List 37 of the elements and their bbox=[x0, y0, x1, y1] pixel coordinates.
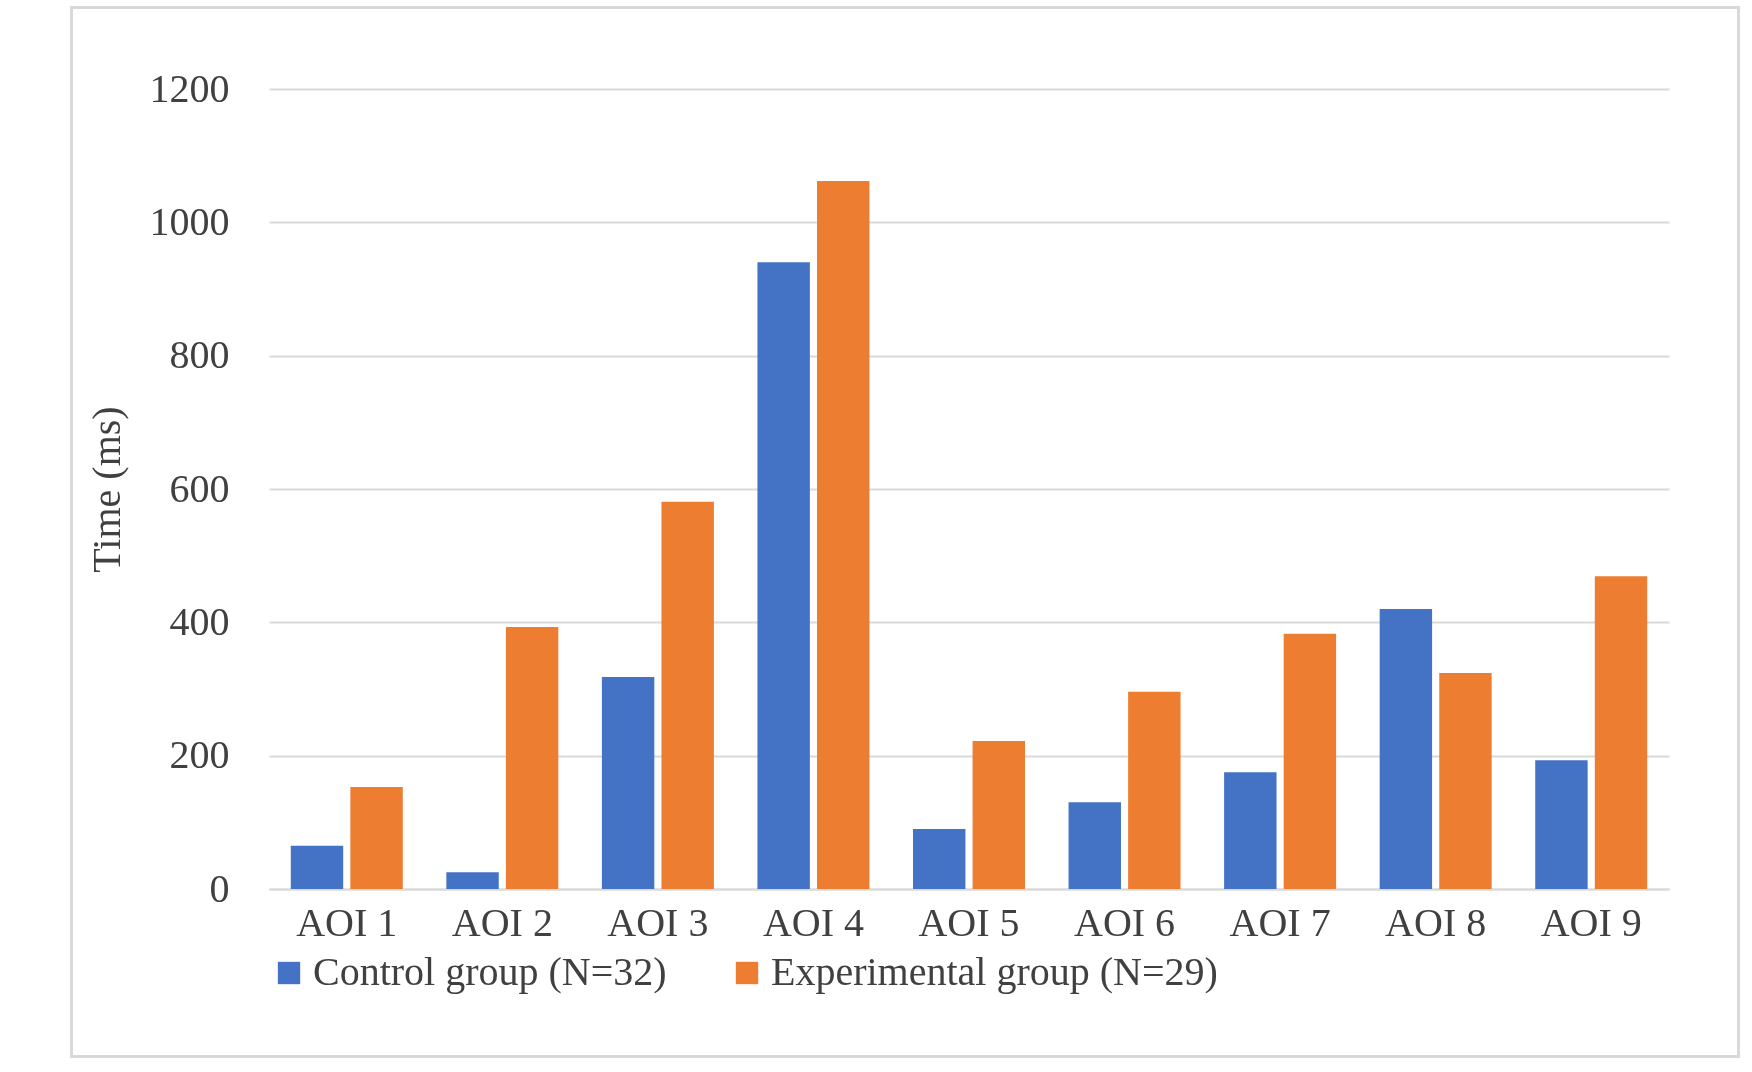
y-tick-label: 1200 bbox=[149, 65, 230, 111]
y-tick-label: 200 bbox=[169, 732, 230, 778]
bar bbox=[1283, 633, 1337, 889]
bar bbox=[290, 845, 344, 889]
y-tick-label: 0 bbox=[209, 865, 230, 911]
bar bbox=[661, 501, 714, 889]
x-tick-label: AOI 9 bbox=[1540, 899, 1642, 945]
bar bbox=[1439, 673, 1492, 889]
bar bbox=[1535, 760, 1588, 889]
bar bbox=[1379, 609, 1433, 889]
x-tick-label: AOI 8 bbox=[1385, 899, 1487, 945]
bar bbox=[817, 181, 870, 889]
bar bbox=[913, 829, 966, 889]
bar bbox=[350, 787, 403, 889]
legend-label: Experimental group (N=29) bbox=[771, 949, 1218, 994]
bar bbox=[1224, 772, 1277, 889]
x-tick-label: AOI 1 bbox=[296, 899, 398, 945]
bar bbox=[505, 627, 559, 889]
x-tick-label: AOI 3 bbox=[607, 899, 709, 945]
x-tick-label: AOI 7 bbox=[1229, 899, 1331, 945]
y-tick-label: 1000 bbox=[149, 198, 230, 244]
bar bbox=[1594, 576, 1648, 889]
bar bbox=[446, 872, 499, 889]
x-tick-label: AOI 2 bbox=[451, 899, 553, 945]
x-tick-label: AOI 4 bbox=[762, 899, 864, 945]
x-tick-label: AOI 6 bbox=[1074, 899, 1176, 945]
legend-label: Control group (N=32) bbox=[313, 949, 667, 994]
x-tick-label: AOI 5 bbox=[918, 899, 1020, 945]
bar bbox=[1128, 691, 1181, 889]
bar bbox=[757, 262, 810, 889]
bar bbox=[1068, 802, 1121, 889]
y-tick-label: 400 bbox=[169, 598, 230, 644]
y-tick-label: 800 bbox=[169, 332, 230, 378]
y-tick-label: 600 bbox=[169, 465, 230, 511]
bar bbox=[972, 741, 1025, 889]
y-axis-title: Time (ms) bbox=[83, 406, 129, 573]
bar bbox=[601, 677, 655, 889]
